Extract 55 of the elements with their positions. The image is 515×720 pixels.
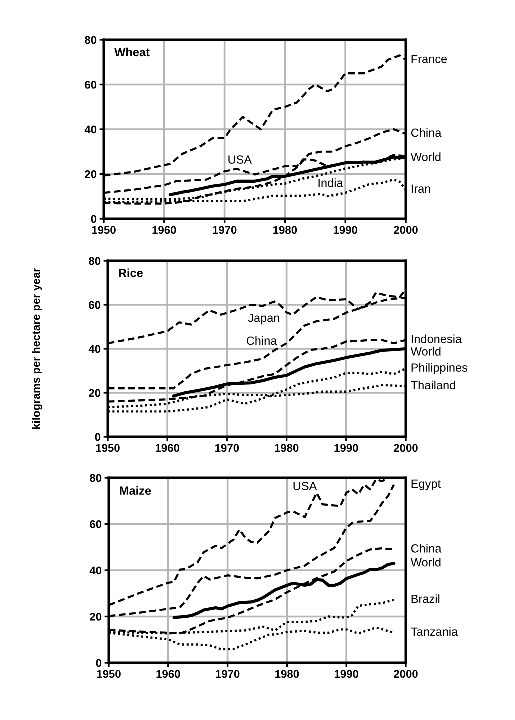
x-tick-label: 1990	[334, 226, 358, 234]
y-tick-label: 0	[91, 215, 97, 224]
series-label: Brazil	[412, 594, 440, 604]
text: Wheat	[114, 48, 150, 57]
series-label: Iran	[412, 184, 430, 194]
series-label: World	[410, 558, 441, 567]
text: Maize	[120, 486, 152, 496]
x-tick-label: 1970	[216, 444, 240, 452]
y-tick-label: 20	[89, 389, 101, 398]
series-label: USA	[228, 156, 252, 164]
series-label: China	[246, 336, 278, 346]
series-label: Indonesia	[412, 334, 462, 344]
series-label: Japan	[248, 314, 280, 325]
x-tick-label: 1950	[97, 670, 121, 678]
y-tick-label: 60	[85, 81, 97, 89]
series-label: India	[318, 178, 344, 188]
series-label: USA	[294, 482, 318, 490]
x-tick-label: 1960	[156, 670, 180, 678]
y-tick-label: 0	[96, 659, 102, 668]
series-label: World	[410, 152, 441, 162]
series-label: China	[411, 128, 442, 138]
text: Rice	[119, 268, 143, 278]
y-axis-title: kilograms per hectare per year	[32, 268, 42, 430]
series-label: Tanzania	[411, 627, 458, 636]
y-tick-label: 40	[88, 345, 101, 354]
x-tick-label: 2000	[394, 670, 418, 678]
x-tick-label: 1990	[334, 444, 358, 452]
x-tick-label: 2000	[394, 226, 418, 234]
series-label: Thailand	[411, 380, 456, 390]
x-tick-label: 1960	[156, 444, 180, 452]
x-tick-label: 2000	[394, 444, 418, 452]
x-tick-label: 1960	[152, 226, 176, 234]
y-tick-label: 20	[90, 613, 102, 621]
y-tick-label: 80	[89, 257, 101, 266]
y-tick-label: 40	[90, 566, 102, 575]
series-label: Egypt	[412, 480, 441, 490]
y-tick-label: 80	[90, 474, 102, 482]
y-tick-label: 80	[85, 36, 97, 44]
series-label: Philippines	[412, 363, 468, 374]
y-tick-label: 0	[95, 433, 101, 442]
series-label: World	[410, 347, 441, 356]
series-label: France	[412, 55, 448, 64]
x-tick-label: 1990	[334, 670, 359, 678]
x-tick-label: 1950	[92, 226, 116, 234]
x-tick-label: 1970	[213, 226, 237, 234]
y-tick-label: 20	[85, 170, 97, 178]
y-tick-label: 60	[89, 301, 101, 310]
x-tick-label: 1980	[274, 226, 298, 234]
y-tick-label: 40	[84, 126, 97, 134]
y-tick-label: 60	[90, 520, 102, 528]
x-tick-label: 1980	[275, 444, 299, 452]
series-label: China	[411, 544, 442, 553]
x-tick-label: 1980	[276, 670, 300, 678]
x-tick-label: 1970	[216, 670, 240, 678]
x-tick-label: 1950	[96, 444, 120, 452]
